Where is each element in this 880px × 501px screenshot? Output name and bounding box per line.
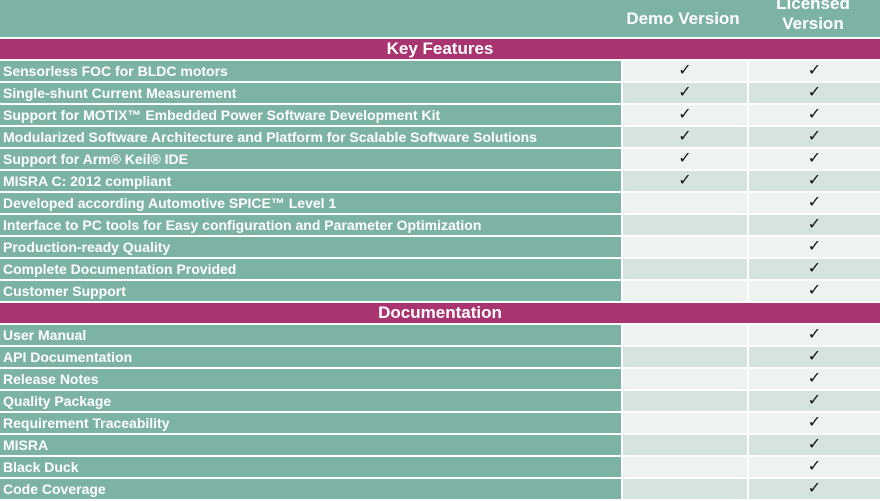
demo-check-icon: ✓ [623,149,749,169]
table-row: Sensorless FOC for BLDC motors ✓ ✓ [0,61,880,83]
demo-cell-empty [623,193,749,213]
table-row: Complete Documentation Provided ✓ [0,259,880,281]
feature-label: MISRA [0,435,623,455]
table-row: Single-shunt Current Measurement ✓ ✓ [0,83,880,105]
feature-label: Interface to PC tools for Easy configura… [0,215,623,235]
demo-check-icon: ✓ [623,61,749,81]
licensed-check-icon: ✓ [749,347,880,367]
table-row: MISRA C: 2012 compliant ✓ ✓ [0,171,880,193]
table-body: Key Features Sensorless FOC for BLDC moto… [0,39,880,501]
licensed-check-icon: ✓ [749,369,880,389]
demo-cell-empty [623,281,749,301]
licensed-check-icon: ✓ [749,457,880,477]
licensed-check-icon: ✓ [749,237,880,257]
demo-cell-empty [623,369,749,389]
demo-cell-empty [623,435,749,455]
feature-label: Support for MOTIX™ Embedded Power Softwa… [0,105,623,125]
licensed-check-icon: ✓ [749,435,880,455]
demo-cell-empty [623,479,749,499]
header-licensed-version: Licensed Version [776,0,850,33]
feature-label: Requirement Traceability [0,413,623,433]
feature-label: API Documentation [0,347,623,367]
feature-label: Complete Documentation Provided [0,259,623,279]
table-row: Support for MOTIX™ Embedded Power Softwa… [0,105,880,127]
licensed-check-icon: ✓ [749,83,880,103]
licensed-check-icon: ✓ [749,259,880,279]
demo-cell-empty [623,325,749,345]
demo-cell-empty [623,413,749,433]
header-demo-version: Demo Version [626,8,740,28]
licensed-check-icon: ✓ [749,413,880,433]
feature-label: Developed according Automotive SPICE™ Le… [0,193,623,213]
feature-label: Modularized Software Architecture and Pl… [0,127,623,147]
licensed-check-icon: ✓ [749,325,880,345]
feature-label: Quality Package [0,391,623,411]
licensed-check-icon: ✓ [749,127,880,147]
feature-label: Code Coverage [0,479,623,499]
feature-label: Sensorless FOC for BLDC motors [0,61,623,81]
demo-cell-empty [623,457,749,477]
demo-cell-empty [623,391,749,411]
licensed-check-icon: ✓ [749,105,880,125]
demo-cell-empty [623,215,749,235]
table-header: Demo Version Licensed Version [0,0,880,39]
table-row: MISRA ✓ [0,435,880,457]
licensed-check-icon: ✓ [749,61,880,81]
demo-check-icon: ✓ [623,171,749,191]
licensed-check-icon: ✓ [749,479,880,499]
licensed-check-icon: ✓ [749,171,880,191]
table-row: Support for Arm® Keil® IDE ✓ ✓ [0,149,880,171]
licensed-check-icon: ✓ [749,193,880,213]
licensed-check-icon: ✓ [749,391,880,411]
table-row: Black Duck ✓ [0,457,880,479]
feature-label: Black Duck [0,457,623,477]
feature-label: Single-shunt Current Measurement [0,83,623,103]
feature-label: MISRA C: 2012 compliant [0,171,623,191]
demo-check-icon: ✓ [623,127,749,147]
licensed-check-icon: ✓ [749,281,880,301]
demo-cell-empty [623,347,749,367]
feature-label: Release Notes [0,369,623,389]
table-row: Production-ready Quality ✓ [0,237,880,259]
demo-check-icon: ✓ [623,105,749,125]
table-row: Modularized Software Architecture and Pl… [0,127,880,149]
table-row: Code Coverage ✓ [0,479,880,501]
table-row: User Manual ✓ [0,325,880,347]
licensed-check-icon: ✓ [749,215,880,235]
demo-cell-empty [623,237,749,257]
feature-label: Production-ready Quality [0,237,623,257]
feature-label: Support for Arm® Keil® IDE [0,149,623,169]
demo-cell-empty [623,259,749,279]
feature-label: User Manual [0,325,623,345]
section-header: Documentation [0,303,880,325]
table-row: Release Notes ✓ [0,369,880,391]
feature-label: Customer Support [0,281,623,301]
demo-check-icon: ✓ [623,83,749,103]
table-row: Customer Support ✓ [0,281,880,303]
table-row: API Documentation ✓ [0,347,880,369]
table-row: Quality Package ✓ [0,391,880,413]
table-row: Developed according Automotive SPICE™ Le… [0,193,880,215]
section-header: Key Features [0,39,880,61]
header-blank [0,0,620,37]
table-row: Interface to PC tools for Easy configura… [0,215,880,237]
licensed-check-icon: ✓ [749,149,880,169]
table-row: Requirement Traceability ✓ [0,413,880,435]
